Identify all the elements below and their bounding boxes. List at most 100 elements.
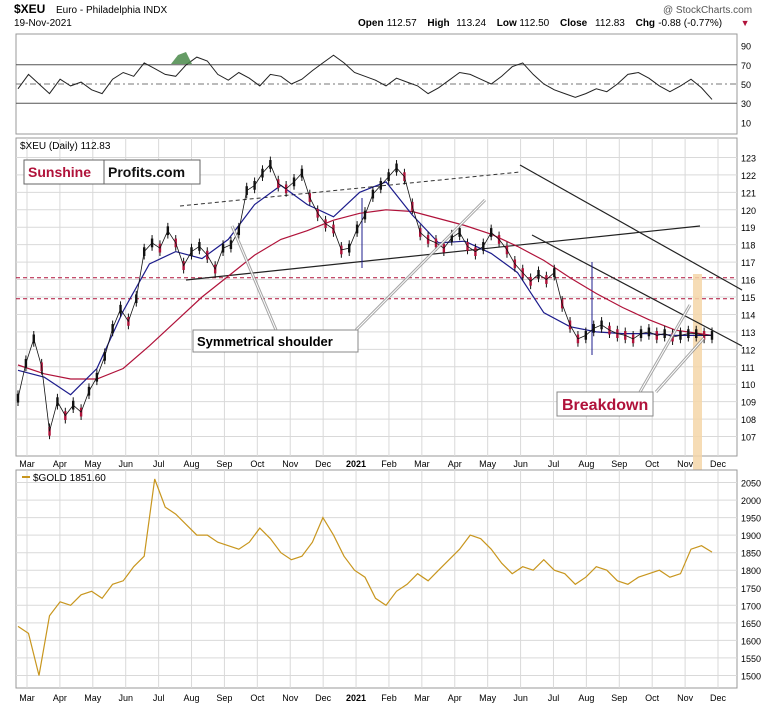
breakdown-band [693, 274, 702, 574]
price-x-tick-label: Apr [53, 459, 67, 469]
gold-x-tick-label: Oct [250, 693, 265, 703]
price-x-tick-label: Oct [250, 459, 265, 469]
gold-x-tick-label: Apr [53, 693, 67, 703]
channel-lower-line [531, 234, 743, 347]
price-x-tick-label: Jun [513, 459, 528, 469]
price-x-tick-label: Sep [216, 459, 232, 469]
gold-x-tick-label: 2021 [346, 693, 366, 703]
gold-x-tick-label: Mar [19, 693, 35, 703]
gold-tick-label: 2000 [741, 496, 761, 506]
price-line [17, 163, 712, 432]
neckline-trendline [185, 225, 701, 281]
price-x-tick-label: Mar [19, 459, 35, 469]
ohlc-label-high: High [427, 18, 449, 29]
ohlc-label-close: Close [560, 18, 588, 29]
price-x-tick-label: May [479, 459, 497, 469]
ohlc-label-open: Open [358, 18, 384, 29]
logo: Sunshine Profits.com [23, 159, 201, 185]
down-arrow-icon: ▼ [741, 18, 750, 28]
ohlc-label-low: Low [497, 18, 517, 29]
price-tick-label: 107 [741, 433, 756, 443]
price-tick-label: 112 [741, 345, 755, 355]
price-x-tick-label: Nov [282, 459, 299, 469]
price-tick-label: 119 [741, 223, 755, 233]
gold-line [17, 478, 713, 676]
gold-x-tick-label: Nov [282, 693, 299, 703]
price-tick-label: 118 [741, 241, 755, 251]
price-tick-label: 117 [741, 258, 755, 268]
breakdown-annotation: Breakdown [556, 304, 706, 417]
gold-tick-label: 1750 [741, 584, 761, 594]
price-tick-label: 111 [741, 363, 755, 373]
gold-x-tick-label: Mar [414, 693, 430, 703]
rsi-panel: 10 30 50 70 90 [15, 33, 751, 135]
price-tick-label: 116 [741, 276, 755, 286]
price-x-tick-label: Apr [448, 459, 462, 469]
shoulder-label: Symmetrical shoulder [197, 334, 333, 349]
gold-x-tick-label: Jun [118, 693, 133, 703]
price-x-tick-label: Oct [645, 459, 660, 469]
shoulder-arrow-right-inner [355, 199, 486, 331]
symbol-name: Euro - Philadelphia INDX [56, 5, 167, 16]
ohlc-readout: Open 112.57 High 113.24 Low 112.50 Close 112.83… [358, 18, 750, 29]
chart-date: 19-Nov-2021 [14, 18, 72, 29]
price-tick-label: 114 [741, 310, 755, 320]
gold-x-tick-label: Sep [216, 693, 232, 703]
ohlc-value-close: 112.83 [595, 18, 625, 29]
gold-x-tick-label: Jul [548, 693, 560, 703]
gold-x-tick-label: Dec [710, 693, 727, 703]
price-x-tick-label: Dec [315, 459, 332, 469]
gold-tick-label: 1800 [741, 566, 761, 576]
ohlc-value-chg: -0.88 (-0.77%) [658, 18, 722, 29]
breakdown-label-box [556, 391, 654, 417]
ohlc-value-high: 113.24 [456, 18, 486, 29]
logo-profits: Profits.com [108, 164, 185, 180]
price-x-tick-label: Dec [710, 459, 727, 469]
gold-panel-title: $GOLD 1851.60 [33, 473, 106, 484]
gold-x-tick-label: Nov [677, 693, 694, 703]
price-tick-label: 110 [741, 380, 755, 390]
breakdown-label: Breakdown [562, 397, 648, 414]
logo-sunshine: Sunshine [28, 164, 91, 180]
resistance-trendline [179, 171, 521, 207]
ma50-line [17, 181, 712, 396]
gold-x-tick-label: Apr [448, 693, 462, 703]
price-tick-label: 121 [741, 188, 756, 198]
gold-tick-label: 1550 [741, 654, 761, 664]
price-x-tick-label: Jul [548, 459, 560, 469]
price-tick-label: 123 [741, 153, 756, 163]
shoulder-arrow-left-inner [231, 225, 277, 331]
price-tick-label: 113 [741, 328, 755, 338]
price-x-tick-label: Mar [414, 459, 430, 469]
gold-panel: 1500 1550 1600 1650 1700 1750 1800 1850 1900 1950… [15, 469, 761, 703]
gold-x-tick-label: Oct [645, 693, 660, 703]
price-x-tick-label: May [84, 459, 102, 469]
price-tick-label: 115 [741, 293, 755, 303]
gold-tick-label: 1700 [741, 601, 761, 611]
ma200-line [17, 209, 713, 380]
rsi-tick-label: 30 [741, 99, 751, 109]
gold-x-tick-label: May [479, 693, 497, 703]
rsi-line [17, 54, 713, 100]
price-tick-label: 108 [741, 415, 756, 425]
gold-x-tick-label: Sep [611, 693, 627, 703]
ohlc-value-low: 112.50 [519, 18, 549, 29]
gold-x-tick-label: May [84, 693, 102, 703]
shoulder-annotation: Symmetrical shoulder [192, 198, 487, 353]
gold-tick-label: 1850 [741, 549, 761, 559]
price-tick-label: 120 [741, 206, 756, 216]
rsi-tick-label: 50 [741, 80, 751, 90]
rsi-tick-label: 10 [741, 118, 751, 128]
price-x-tick-label: Nov [677, 459, 694, 469]
gold-tick-label: 1500 [741, 671, 761, 681]
gold-tick-label: 1600 [741, 636, 761, 646]
price-tick-label: 109 [741, 398, 756, 408]
gold-x-tick-label: Aug [184, 693, 200, 703]
symbol-label: $XEU [14, 2, 45, 16]
gold-tick-label: 1650 [741, 619, 761, 629]
gold-frame [15, 469, 738, 689]
price-x-tick-label: Jun [118, 459, 133, 469]
price-x-tick-label: Sep [611, 459, 627, 469]
credit-text: @ StockCharts.com [663, 5, 752, 16]
channel-upper-line [519, 164, 743, 291]
